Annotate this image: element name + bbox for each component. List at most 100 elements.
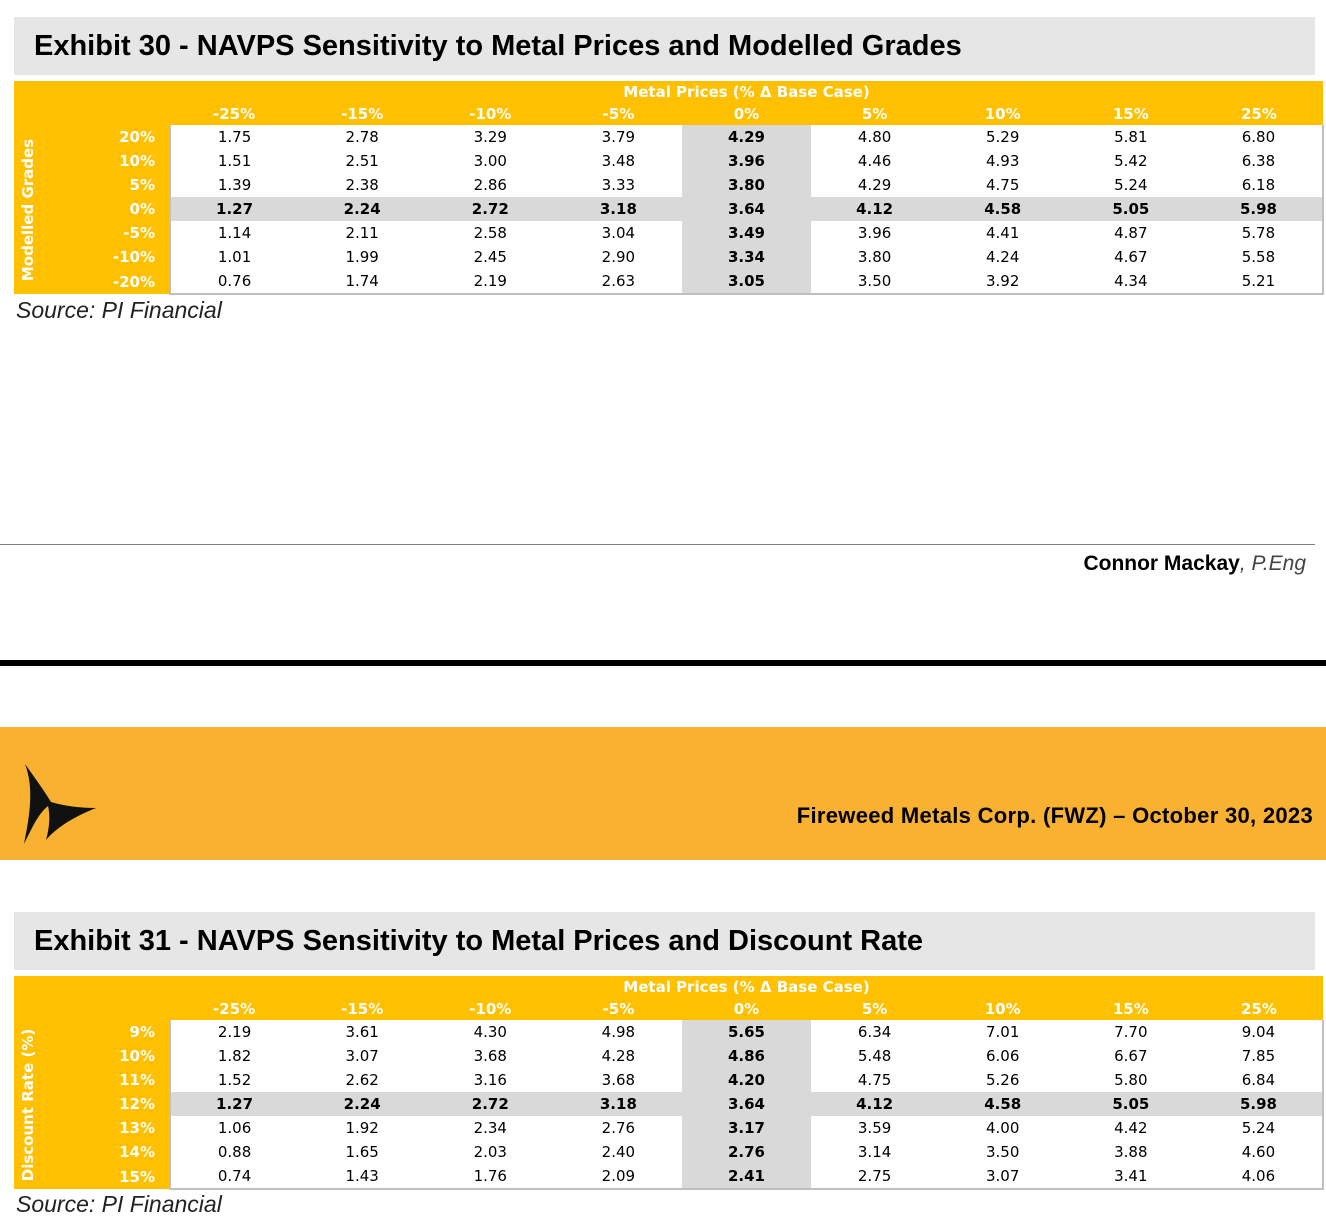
column-header: 15% bbox=[1066, 103, 1195, 125]
table-row: 5% 1.39 2.38 2.86 3.33 3.80 4.29 4.75 5.24 6.18 bbox=[14, 173, 1325, 197]
band-label: Metal Prices (% Δ Base Case) bbox=[170, 81, 1324, 103]
column-header: 0% bbox=[682, 103, 811, 125]
value-cell: 2.03 bbox=[426, 1140, 555, 1164]
value-cell: 1.92 bbox=[298, 1116, 427, 1140]
row-header: 10% bbox=[42, 149, 170, 173]
value-cell: 2.24 bbox=[298, 1092, 427, 1116]
table-row: -10% 1.01 1.99 2.45 2.90 3.34 3.80 4.24 4.67 5.58 bbox=[14, 245, 1325, 269]
column-header: -15% bbox=[298, 103, 427, 125]
value-cell: 4.12 bbox=[810, 197, 939, 221]
value-cell: 3.64 bbox=[682, 197, 811, 221]
band-label: Metal Prices (% Δ Base Case) bbox=[170, 976, 1324, 998]
value-cell: 3.00 bbox=[426, 149, 555, 173]
side-axis-label: Modelled Grades bbox=[14, 125, 42, 294]
value-cell: 4.41 bbox=[938, 221, 1067, 245]
value-cell: 2.19 bbox=[426, 269, 555, 295]
value-cell: 6.06 bbox=[938, 1044, 1067, 1068]
author-credit: Connor Mackay, P.Eng bbox=[1083, 552, 1306, 576]
value-cell: 4.00 bbox=[938, 1116, 1067, 1140]
report-header-banner: Fireweed Metals Corp. (FWZ) – October 30… bbox=[0, 727, 1326, 860]
exhibit-31-source: Source: PI Financial bbox=[16, 1191, 222, 1217]
value-cell: 4.75 bbox=[938, 173, 1067, 197]
value-cell: 3.04 bbox=[554, 221, 683, 245]
value-cell: 2.11 bbox=[298, 221, 427, 245]
value-cell: 3.64 bbox=[682, 1092, 811, 1116]
value-cell: 3.50 bbox=[938, 1140, 1067, 1164]
value-cell: 7.70 bbox=[1066, 1020, 1195, 1044]
value-cell: 5.98 bbox=[1194, 1092, 1325, 1116]
value-cell: 2.58 bbox=[426, 221, 555, 245]
value-cell: 3.50 bbox=[810, 269, 939, 295]
row-header: 9% bbox=[42, 1020, 170, 1044]
value-cell: 4.34 bbox=[1066, 269, 1195, 295]
row-header: -20% bbox=[42, 269, 170, 294]
value-cell: 3.61 bbox=[298, 1020, 427, 1044]
row-header: 12% bbox=[42, 1092, 170, 1116]
value-cell: 3.80 bbox=[810, 245, 939, 269]
value-cell: 3.49 bbox=[682, 221, 811, 245]
value-cell: 2.09 bbox=[554, 1164, 683, 1190]
value-cell: 4.60 bbox=[1194, 1140, 1325, 1164]
value-cell: 2.41 bbox=[682, 1164, 811, 1190]
column-header: 5% bbox=[810, 998, 939, 1020]
page-break-rule bbox=[0, 660, 1326, 666]
value-cell: 3.05 bbox=[682, 269, 811, 295]
value-cell: 4.42 bbox=[1066, 1116, 1195, 1140]
value-cell: 3.34 bbox=[682, 245, 811, 269]
table-row: Modelled Grades 20% 1.75 2.78 3.29 3.79 4.29 4.… bbox=[14, 125, 1325, 294]
table-row: -20% 0.76 1.74 2.19 2.63 3.05 3.50 3.92 4.34 5.21 bbox=[14, 269, 1325, 295]
value-cell: 3.33 bbox=[554, 173, 683, 197]
company-report-title: Fireweed Metals Corp. (FWZ) – October 30… bbox=[796, 803, 1313, 828]
value-cell: 5.42 bbox=[1066, 149, 1195, 173]
row-header: 5% bbox=[42, 173, 170, 197]
column-header: 25% bbox=[1194, 103, 1324, 125]
value-cell: 4.06 bbox=[1194, 1164, 1325, 1190]
column-header: -15% bbox=[298, 998, 427, 1020]
table-row: 10% 1.82 3.07 3.68 4.28 4.86 5.48 6.06 6.67 7.85 bbox=[14, 1044, 1325, 1068]
value-cell: 1.74 bbox=[298, 269, 427, 295]
value-cell: 1.51 bbox=[168, 149, 299, 173]
value-cell: 4.75 bbox=[810, 1068, 939, 1092]
value-cell: 5.81 bbox=[1066, 125, 1195, 149]
triangular-arrow-logo-icon bbox=[24, 764, 96, 844]
value-cell: 2.34 bbox=[426, 1116, 555, 1140]
value-cell: 1.52 bbox=[168, 1068, 299, 1092]
row-header: 13% bbox=[42, 1116, 170, 1140]
exhibit-30-table: Metal Prices (% Δ Base Case) -25% -15% -10%… bbox=[14, 81, 1325, 295]
value-cell: 2.72 bbox=[426, 1092, 555, 1116]
value-cell: 7.01 bbox=[938, 1020, 1067, 1044]
value-cell: 3.41 bbox=[1066, 1164, 1195, 1190]
value-cell: 4.12 bbox=[810, 1092, 939, 1116]
value-cell: 3.14 bbox=[810, 1140, 939, 1164]
value-cell: 6.80 bbox=[1194, 125, 1325, 149]
value-cell: 2.90 bbox=[554, 245, 683, 269]
value-cell: 4.58 bbox=[938, 1092, 1067, 1116]
column-header: 15% bbox=[1066, 998, 1195, 1020]
table-row: 12% 1.27 2.24 2.72 3.18 3.64 4.12 4.58 5.05 5.98 bbox=[14, 1092, 1325, 1116]
table-row: 14% 0.88 1.65 2.03 2.40 2.76 3.14 3.50 3.88 4.60 bbox=[14, 1140, 1325, 1164]
value-cell: 3.18 bbox=[554, 1092, 683, 1116]
value-cell: 3.79 bbox=[554, 125, 683, 149]
value-cell: 2.75 bbox=[810, 1164, 939, 1190]
value-cell: 3.96 bbox=[682, 149, 811, 173]
value-cell: 1.65 bbox=[298, 1140, 427, 1164]
value-cell: 3.07 bbox=[938, 1164, 1067, 1190]
value-cell: 4.80 bbox=[810, 125, 939, 149]
value-cell: 6.38 bbox=[1194, 149, 1325, 173]
value-cell: 4.28 bbox=[554, 1044, 683, 1068]
value-cell: 3.88 bbox=[1066, 1140, 1195, 1164]
column-header: -5% bbox=[554, 103, 683, 125]
value-cell: 1.06 bbox=[168, 1116, 299, 1140]
value-cell: 5.24 bbox=[1066, 173, 1195, 197]
value-cell: 3.68 bbox=[426, 1044, 555, 1068]
value-cell: 1.43 bbox=[298, 1164, 427, 1190]
row-header: 11% bbox=[42, 1068, 170, 1092]
value-cell: 1.76 bbox=[426, 1164, 555, 1190]
value-cell: 2.45 bbox=[426, 245, 555, 269]
table-row: 0% 1.27 2.24 2.72 3.18 3.64 4.12 4.58 5.05 5.98 bbox=[14, 197, 1325, 221]
value-cell: 4.46 bbox=[810, 149, 939, 173]
value-cell: 4.30 bbox=[426, 1020, 555, 1044]
author-name: Connor Mackay bbox=[1083, 552, 1240, 575]
value-cell: 5.26 bbox=[938, 1068, 1067, 1092]
value-cell: 3.18 bbox=[554, 197, 683, 221]
